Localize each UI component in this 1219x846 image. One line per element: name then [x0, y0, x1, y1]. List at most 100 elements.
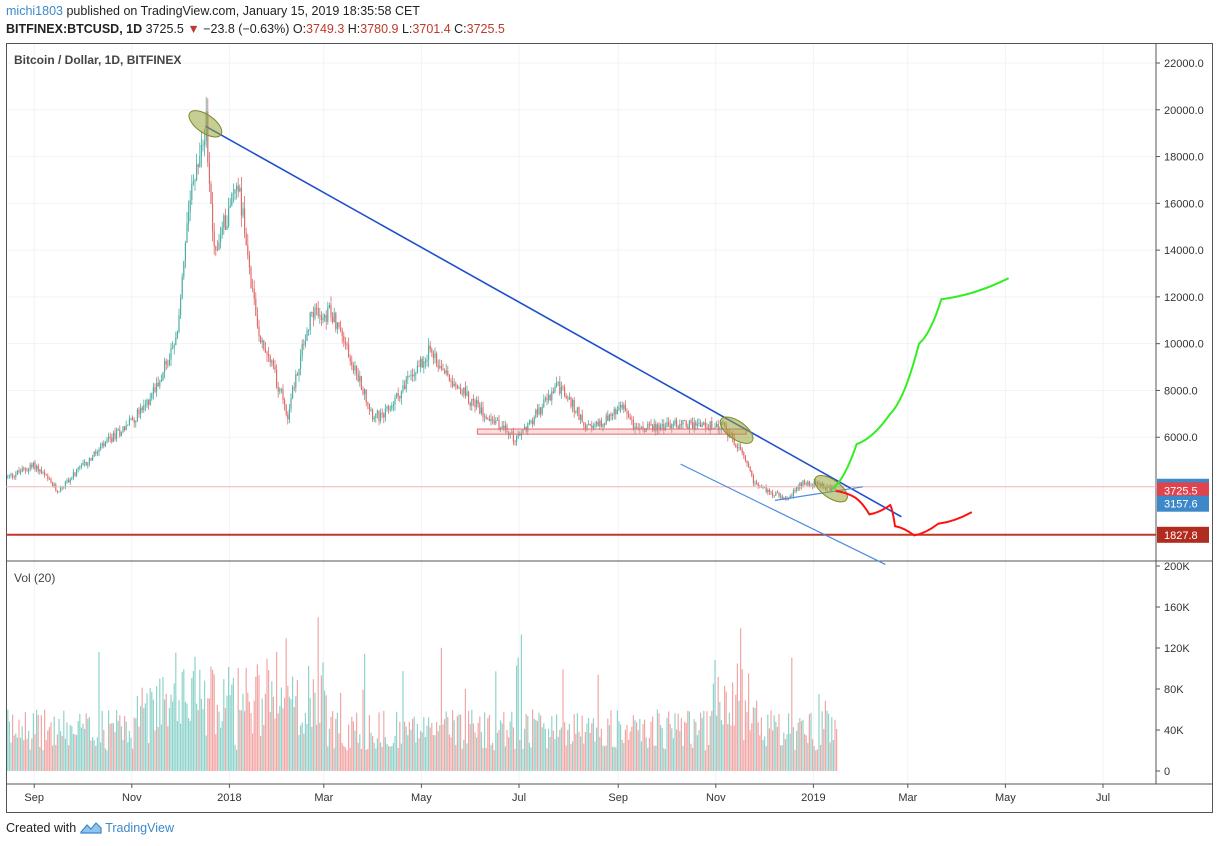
volume-bar — [612, 746, 614, 771]
volume-bar — [573, 714, 575, 771]
candle — [546, 393, 548, 406]
volume-bar — [562, 669, 564, 771]
triangle-line[interactable] — [774, 486, 864, 501]
volume-bar — [332, 711, 334, 771]
candle — [237, 177, 239, 198]
author-link[interactable]: michi1803 — [6, 4, 63, 18]
candle — [378, 410, 380, 426]
candle — [474, 398, 476, 413]
candle — [58, 491, 60, 493]
time-tick-label: Jul — [512, 792, 526, 804]
volume-bar — [575, 733, 577, 771]
candle — [775, 491, 777, 496]
candle — [575, 410, 577, 414]
volume-bar — [360, 749, 362, 771]
candle — [18, 466, 20, 474]
candle — [156, 377, 158, 397]
candle — [74, 472, 76, 477]
candle — [341, 327, 343, 344]
candle — [612, 412, 614, 421]
volume-bar — [549, 737, 551, 771]
candle — [576, 407, 578, 417]
candle — [772, 489, 774, 499]
candle — [215, 245, 217, 257]
volume-bar — [615, 747, 617, 771]
candle — [304, 334, 306, 348]
volume-bar — [322, 662, 324, 771]
channel-line[interactable] — [680, 463, 886, 565]
volume-bar — [234, 744, 236, 771]
forecast-down-path[interactable] — [835, 490, 973, 537]
volume-bar — [56, 734, 58, 771]
candle — [88, 457, 90, 467]
volume-bar — [252, 733, 254, 771]
volume-bar — [204, 680, 206, 771]
volume-bar — [151, 691, 153, 771]
candle — [333, 307, 335, 323]
candle — [292, 384, 294, 400]
candle — [738, 442, 740, 451]
candles — [7, 96, 838, 501]
volume-bar — [92, 737, 94, 771]
downtrend-line[interactable] — [205, 125, 902, 518]
candle — [384, 403, 386, 422]
candle — [440, 360, 442, 372]
volume-bar — [613, 746, 615, 771]
volume-bar — [16, 737, 18, 771]
candle — [348, 337, 350, 358]
forecast-up-path[interactable] — [831, 277, 1010, 490]
candle — [148, 399, 150, 410]
tradingview-link[interactable]: TradingView — [105, 821, 174, 835]
volume-bar — [767, 714, 769, 771]
highlight-marker[interactable] — [716, 412, 757, 449]
volume-bar — [325, 695, 327, 771]
volume-bar — [434, 735, 436, 771]
highlight-marker[interactable] — [185, 106, 226, 143]
volume-bar — [727, 724, 729, 771]
volume-bar — [231, 684, 233, 771]
support-box[interactable] — [476, 428, 747, 435]
volume-bar — [476, 737, 478, 771]
volume-bar — [692, 747, 694, 771]
candle — [636, 422, 638, 430]
volume-bar — [373, 742, 375, 771]
volume-bar — [274, 718, 276, 771]
volume-bar — [20, 737, 22, 771]
price-badge: 3725.5 — [1157, 482, 1209, 499]
candle — [56, 490, 58, 494]
candle — [284, 397, 286, 411]
volume-bar — [498, 729, 500, 771]
volume-bar — [597, 674, 599, 771]
volume-bar — [122, 739, 124, 771]
volume-bar — [296, 679, 298, 771]
chart-area[interactable]: 22000.0 20000.0 18000.0 16000.0 14000.0 12000… — [6, 43, 1213, 818]
volume-bar — [687, 710, 689, 771]
candle — [280, 387, 282, 394]
volume-bar — [516, 665, 518, 771]
volume-bar — [152, 699, 154, 771]
volume-bar — [412, 718, 414, 771]
volume-bar — [436, 721, 438, 771]
candle — [239, 184, 241, 193]
volume-bar — [21, 726, 23, 771]
volume-bar — [552, 730, 554, 771]
candle — [533, 415, 535, 426]
price-tick-label: 16000.0 — [1164, 198, 1204, 210]
highlight-marker[interactable] — [810, 470, 851, 507]
candle — [146, 398, 148, 409]
candle — [55, 482, 57, 492]
candle — [295, 369, 297, 393]
candle — [32, 461, 34, 470]
candle — [468, 390, 470, 405]
time-tick-label: Sep — [608, 792, 628, 804]
candle — [15, 471, 17, 481]
candle — [244, 195, 246, 239]
candle — [213, 222, 215, 255]
candle — [367, 401, 369, 410]
chart-svg[interactable]: 22000.0 20000.0 18000.0 16000.0 14000.0 12000… — [6, 43, 1213, 813]
volume-bar — [399, 722, 401, 771]
candle — [418, 359, 420, 368]
volume-bar — [464, 689, 466, 771]
volume-bar — [805, 735, 807, 771]
volume-bar — [455, 744, 457, 771]
